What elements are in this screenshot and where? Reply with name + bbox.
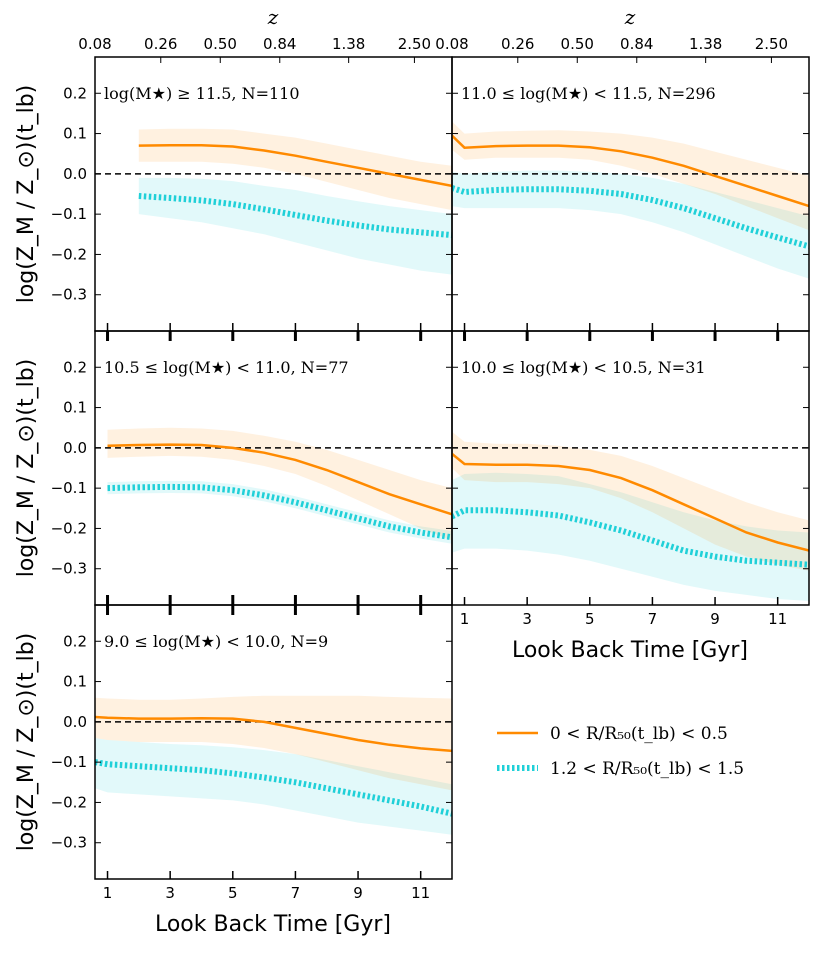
top-z-tick-label: 0.50	[204, 35, 237, 53]
panel-label: log(M★) ≥ 11.5, N=110	[104, 84, 300, 103]
top-axis-label-right: z	[624, 5, 636, 29]
y-tick-label: 0.1	[63, 125, 87, 143]
top-z-tick-label: 0.84	[263, 35, 296, 53]
legend-label-outer: 1.2 < R/R₅₀(t_lb) < 1.5	[550, 759, 744, 779]
legend: 0 < R/R₅₀(t_lb) < 0.5 1.2 < R/R₅₀(t_lb) …	[497, 724, 744, 779]
y-axis-label-row3: log(Z_M / Z_⊙)(t_lb)	[14, 633, 39, 852]
legend-label-inner: 0 < R/R₅₀(t_lb) < 0.5	[550, 724, 728, 744]
x-tick-label: 1	[103, 884, 113, 902]
outer-region-line	[95, 759, 452, 817]
y-tick-label: 0.2	[63, 358, 87, 376]
panel-label: 11.0 ≤ log(M★) < 11.5, N=296	[461, 84, 716, 103]
y-tick-label: −0.2	[51, 245, 87, 263]
panel-frame	[451, 330, 810, 606]
panel-label: 10.5 ≤ log(M★) < 11.0, N=77	[104, 358, 349, 377]
panel-mass-11-0-to-11-5: 0.08 0.26 0.50 0.84 1.38 2.50 11.0 ≤ log(M★) …	[435, 35, 810, 332]
y-tick-label: −0.3	[51, 560, 87, 578]
top-z-tick-label: 1.38	[689, 35, 722, 53]
inner-region-line	[138, 143, 452, 188]
top-z-tick-label: 2.50	[398, 35, 431, 53]
inner-region-band	[138, 128, 452, 211]
panel-mass-10-5-to-11-0: −0.3 −0.2 −0.1 0.0 0.1 0.2 10.5 ≤ log(M★) < 1…	[51, 330, 453, 606]
outer-region-band	[452, 170, 809, 279]
inner-region-line	[95, 715, 452, 753]
y-tick-label: −0.1	[51, 753, 87, 771]
outer-region-band	[452, 472, 809, 601]
x-axis-label-left: Look Back Time [Gyr]	[155, 912, 391, 937]
y-tick-label: 0.1	[63, 673, 87, 691]
outer-region-line	[107, 483, 452, 541]
x-tick-label: 5	[585, 610, 595, 628]
panel-mass-ge-11-5: −0.3 −0.2 −0.1 0.0 0.1 0.2 0.08 0.26 0.50 0.84 1.3…	[51, 35, 453, 332]
x-tick-label: 11	[411, 884, 430, 902]
x-tick-label: 3	[522, 610, 532, 628]
top-z-tick-label: 0.84	[620, 35, 653, 53]
top-z-tick-label: 0.26	[501, 35, 534, 53]
outer-region-band	[138, 177, 452, 275]
y-tick-label: −0.1	[51, 205, 87, 223]
outer-region-band	[95, 738, 452, 835]
y-tick-label: −0.3	[51, 286, 87, 304]
x-axis-label-right: Look Back Time [Gyr]	[512, 638, 748, 663]
x-tick-label: 1	[460, 610, 470, 628]
top-z-tick-label: 0.08	[78, 35, 111, 53]
panel-label: 9.0 ≤ log(M★) < 10.0, N=9	[104, 632, 328, 651]
y-tick-label: 0.0	[63, 439, 87, 457]
y-axis-label-row2: log(Z_M / Z_⊙)(t_lb)	[14, 359, 39, 578]
y-tick-label: 0.2	[63, 632, 87, 650]
top-z-tick-label: 1.38	[332, 35, 365, 53]
inner-region-line	[452, 134, 809, 208]
x-tick-label: 9	[353, 884, 363, 902]
inner-region-band	[107, 427, 452, 541]
top-axis-label-left: z	[267, 5, 279, 29]
y-tick-label: −0.2	[51, 519, 87, 537]
outer-region-band	[107, 480, 452, 544]
panel-mass-10-0-to-10-5: 1 3 5 7 9 11 10.0 ≤ log(M★) < 10.5, N=31	[451, 330, 810, 628]
x-tick-label: 7	[291, 884, 301, 902]
x-tick-label: 5	[228, 884, 238, 902]
inner-region-line	[452, 452, 809, 552]
y-tick-label: 0.2	[63, 84, 87, 102]
y-tick-label: 0.0	[63, 165, 87, 183]
y-tick-label: −0.3	[51, 834, 87, 852]
y-tick-label: 0.1	[63, 399, 87, 417]
y-axis-label-row1: log(Z_M / Z_⊙)(t_lb)	[14, 85, 39, 304]
panel-frame	[94, 604, 453, 880]
x-tick-label: 11	[768, 610, 787, 628]
x-tick-label: 3	[165, 884, 175, 902]
y-tick-label: −0.1	[51, 479, 87, 497]
top-z-tick-label: 2.50	[755, 35, 788, 53]
x-tick-label: 9	[710, 610, 720, 628]
panel-label: 10.0 ≤ log(M★) < 10.5, N=31	[461, 358, 706, 377]
y-tick-label: −0.2	[51, 793, 87, 811]
top-z-tick-label: 0.50	[561, 35, 594, 53]
x-tick-label: 7	[648, 610, 658, 628]
top-z-tick-label: 0.26	[144, 35, 177, 53]
outer-region-line	[138, 193, 452, 239]
outer-region-line	[452, 185, 809, 250]
panel-mass-9-0-to-10-0: −0.3 −0.2 −0.1 0.0 0.1 0.2 1 3 5 7 9 11 9.0 ≤ log(M…	[51, 604, 453, 902]
inner-region-band	[452, 121, 809, 231]
inner-region-line	[107, 443, 452, 516]
outer-region-line	[452, 507, 809, 568]
y-tick-label: 0.0	[63, 713, 87, 731]
top-z-tick-label: 0.08	[435, 35, 468, 53]
